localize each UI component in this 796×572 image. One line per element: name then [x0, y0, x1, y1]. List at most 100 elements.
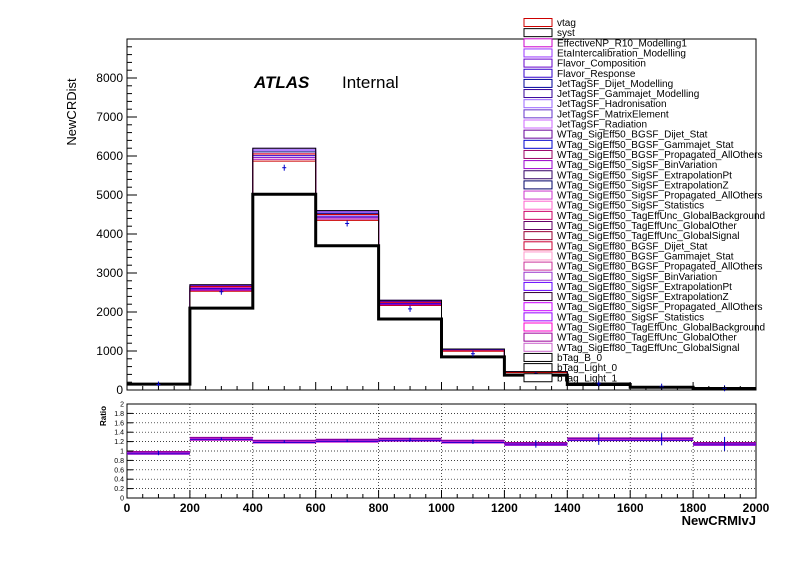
legend-swatch	[523, 68, 553, 78]
legend-swatch	[523, 221, 553, 230]
legend-label: bTag_B_0	[557, 353, 602, 364]
legend-swatch	[523, 18, 553, 27]
ratio-y-tick-label: 0.2	[114, 486, 124, 493]
legend-label: bTag_Light_1	[557, 373, 617, 384]
y-tick-label: 4000	[96, 227, 123, 241]
legend-label: WTag_SigEff80_SigSF_Statistics	[557, 312, 704, 323]
legend-label: WTag_SigEff80_TagEffUnc_GlobalSignal	[557, 343, 740, 354]
legend-swatch	[523, 139, 553, 149]
legend-swatch	[523, 180, 553, 190]
legend-swatch	[523, 271, 553, 281]
ratio-y-tick-label: 0.8	[114, 458, 124, 465]
y-tick-label: 8000	[96, 71, 123, 85]
legend-label: bTag_Light_0	[557, 363, 617, 374]
x-tick-label: 1400	[554, 501, 581, 515]
y-tick-label: 7000	[96, 110, 123, 124]
legend-label: WTag_SigEff50_SigSF_BinVariation	[557, 160, 717, 171]
legend-swatch	[523, 312, 553, 322]
x-tick-label: 400	[243, 501, 263, 515]
legend-swatch	[523, 58, 553, 68]
y-tick-label: 3000	[96, 266, 123, 280]
legend: vtagsystEffectiveNP_R10_Modelling1EtaInt…	[523, 18, 765, 384]
main-plot: 0 1000 2000 3000 4000 5000 6000 7000 8000	[96, 38, 757, 397]
legend-label: WTag_SigEff50_SigSF_Statistics	[557, 201, 704, 212]
ratio-y-tick-label: 2	[120, 402, 124, 409]
legend-label: JetTagSF_Radiation	[557, 120, 647, 131]
legend-label: Flavor_Composition	[557, 59, 646, 70]
legend-swatch	[523, 48, 553, 58]
ratio-y-tick-label: 1.8	[114, 411, 124, 418]
legend-swatch	[523, 170, 553, 180]
legend-label: EffectiveNP_R10_Modelling1	[557, 38, 687, 49]
legend-label: EtaIntercalibration_Modelling	[557, 48, 686, 59]
x-tick-label: 1800	[680, 501, 707, 515]
legend-swatch	[523, 190, 553, 200]
legend-swatch	[523, 292, 553, 302]
ratio-y-tick-label: 1.2	[114, 439, 124, 446]
y-tick-label: 2000	[96, 305, 123, 319]
legend-label: WTag_SigEff80_SigSF_Propagated_AllOthers	[557, 302, 763, 313]
x-tick-label: 600	[306, 501, 326, 515]
legend-swatch	[523, 119, 553, 129]
legend-swatch	[523, 28, 553, 38]
legend-swatch	[523, 373, 553, 383]
legend-label: vtag	[557, 18, 576, 29]
legend-label: WTag_SigEff80_SigSF_ExtrapolationZ	[557, 292, 729, 303]
legend-label: JetTagSF_Gammajet_Modelling	[557, 89, 699, 100]
legend-label: WTag_SigEff50_SigSF_Propagated_AllOthers	[557, 191, 763, 202]
legend-label: WTag_SigEff50_TagEffUnc_GlobalSignal	[557, 231, 740, 242]
legend-label: JetTagSF_Hadronisation	[557, 99, 667, 110]
legend-swatch	[523, 332, 553, 342]
legend-swatch	[523, 160, 553, 170]
x-tick-label: 200	[180, 501, 200, 515]
legend-swatch	[523, 352, 553, 362]
legend-swatch	[523, 210, 553, 220]
y-tick-label: 0	[116, 383, 123, 397]
ratio-axis-label: Ratio	[99, 406, 108, 426]
x-axis-label: NewCRMIvJ	[682, 513, 756, 528]
ratio-y-tick-label: 1.4	[114, 430, 124, 437]
legend-swatch	[523, 251, 553, 261]
legend-label: WTag_SigEff50_BGSF_Propagated_AllOthers	[557, 150, 763, 161]
y-tick-label: 6000	[96, 149, 123, 163]
legend-swatch	[523, 241, 553, 251]
legend-swatch	[523, 342, 553, 352]
legend-label: JetTagSF_Dijet_Modelling	[557, 79, 673, 90]
legend-swatch	[523, 200, 553, 210]
legend-swatch	[523, 99, 553, 109]
legend-label: WTag_SigEff50_SigSF_ExtrapolationPt	[557, 170, 732, 181]
legend-label: WTag_SigEff80_TagEffUnc_GlobalBackground	[557, 323, 765, 334]
y-tick-label: 1000	[96, 344, 123, 358]
legend-label: WTag_SigEff50_TagEffUnc_GlobalOther	[557, 221, 737, 232]
legend-swatch	[523, 231, 553, 241]
ratio-y-tick-label: 0.4	[114, 477, 124, 484]
legend-label: WTag_SigEff50_TagEffUnc_GlobalBackground	[557, 211, 765, 222]
y-axis-label: NewCRDist	[64, 78, 79, 146]
internal-label: Internal	[342, 73, 399, 92]
legend-swatch	[523, 281, 553, 291]
x-tick-label: 1200	[491, 501, 518, 515]
legend-swatch	[523, 129, 553, 139]
legend-swatch	[523, 89, 553, 99]
legend-label: WTag_SigEff80_BGSF_Gammajet_Stat	[557, 251, 734, 262]
legend-label: WTag_SigEff80_SigSF_ExtrapolationPt	[557, 282, 732, 293]
legend-swatch	[523, 38, 553, 48]
legend-swatch	[523, 261, 553, 271]
legend-swatch	[523, 302, 553, 312]
x-tick-label: 800	[369, 501, 389, 515]
ratio-y-tick-label: 1	[120, 449, 124, 456]
legend-swatch	[523, 78, 553, 88]
legend-label: WTag_SigEff80_TagEffUnc_GlobalOther	[557, 333, 737, 344]
legend-label: JetTagSF_MatrixElement	[557, 109, 669, 120]
ratio-y-tick-label: 0	[120, 496, 124, 503]
legend-swatch	[523, 109, 553, 119]
legend-label: WTag_SigEff80_BGSF_Propagated_AllOthers	[557, 262, 763, 273]
legend-label: WTag_SigEff80_SigSF_BinVariation	[557, 272, 717, 283]
legend-swatch	[523, 149, 553, 159]
x-tick-label: 1600	[617, 501, 644, 515]
x-tick-label: 2000	[743, 501, 770, 515]
x-tick-label: 0	[124, 501, 131, 515]
legend-label: WTag_SigEff80_BGSF_Dijet_Stat	[557, 241, 708, 252]
ratio-y-tick-label: 0.6	[114, 467, 124, 474]
